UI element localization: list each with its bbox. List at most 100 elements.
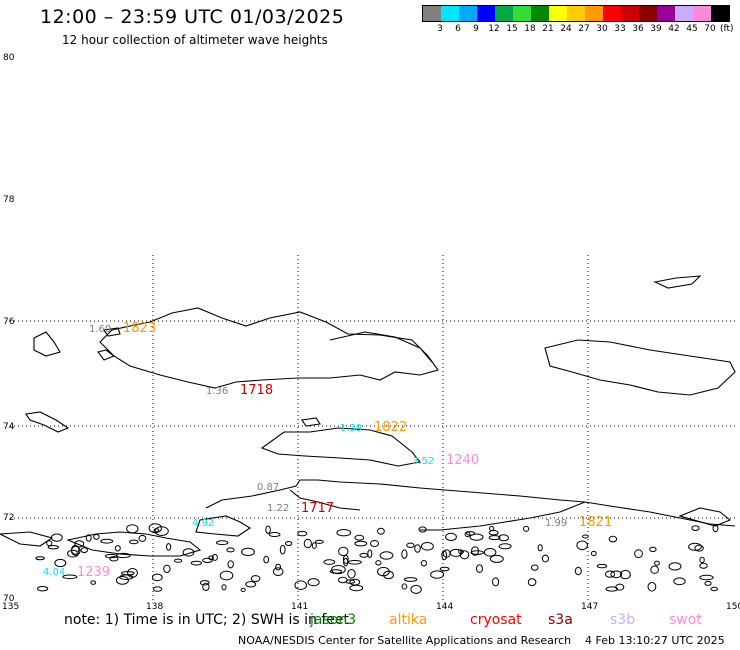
lake-outline <box>208 555 214 561</box>
lake-outline <box>272 567 284 576</box>
altimeter-observations: 1.60 1823 1.36 1718 1.39 1822 3.52 1240 … <box>43 321 612 580</box>
lake-outline <box>615 583 625 591</box>
lake-outline <box>279 544 286 555</box>
lake-outline <box>129 539 139 545</box>
lake-outline <box>470 550 484 555</box>
lake-outline <box>323 559 336 565</box>
scale-label: 9 <box>473 24 479 34</box>
swh-value: 1.39 <box>340 423 362 434</box>
lake-outline <box>704 580 712 586</box>
scale-label: 24 <box>560 24 572 34</box>
lake-outline <box>345 579 356 584</box>
lake-outline <box>688 542 702 551</box>
lake-outline <box>46 540 53 547</box>
lake-outline <box>699 562 708 569</box>
lake-outline <box>420 560 427 567</box>
scale-swatch <box>657 6 675 21</box>
lake-outline <box>35 556 45 561</box>
scale-swatch <box>531 6 549 21</box>
lake-outline <box>574 566 582 576</box>
pass-time: 1717 <box>301 501 334 516</box>
scale-swatch <box>603 6 621 21</box>
lake-outline <box>403 577 418 582</box>
lake-outline <box>343 557 349 567</box>
lake-outline <box>284 541 293 546</box>
latitude-labels: 80 78 76 74 72 70 <box>3 53 15 604</box>
lake-outline <box>476 564 483 573</box>
lake-outline <box>441 550 448 561</box>
scale-swatch <box>585 6 603 21</box>
lake-outline <box>85 534 92 542</box>
lat-label: 74 <box>3 422 15 432</box>
scale-swatch <box>513 6 531 21</box>
lake-outline <box>62 574 78 580</box>
lake-outline <box>190 560 202 566</box>
lake-outline <box>138 534 147 542</box>
scale-label: 42 <box>668 24 680 34</box>
lake-outline <box>166 543 172 551</box>
scale-swatch <box>621 6 639 21</box>
lake-outline <box>527 578 537 587</box>
lake-outline <box>329 569 343 574</box>
scale-label: 70 <box>704 24 716 34</box>
satellite-label-cryosat: cryosat <box>470 612 522 628</box>
swh-value: 3.52 <box>412 456 434 467</box>
color-scale-labels: 3 6 9 12 15 18 21 24 27 30 33 36 39 42 45 70 <box>422 24 730 34</box>
lake-outline <box>620 569 631 580</box>
pass-time: 1821 <box>579 515 612 530</box>
lake-outline <box>537 544 543 552</box>
lake-outline <box>458 549 464 555</box>
lake-outline <box>127 568 138 578</box>
lake-outline <box>152 586 163 592</box>
lake-outline <box>114 545 121 552</box>
scale-swatch <box>441 6 459 21</box>
swh-value: 1.36 <box>206 386 228 397</box>
lake-outline <box>354 540 368 547</box>
lon-label: 150 <box>726 602 740 610</box>
lake-outline <box>307 578 320 587</box>
lake-outline <box>699 556 705 564</box>
lake-outline <box>163 564 171 573</box>
lake-outline <box>104 553 118 559</box>
lake-outline <box>410 584 422 594</box>
scale-label: 33 <box>614 24 626 34</box>
lake-outline <box>459 550 470 560</box>
lake-outline <box>211 553 218 561</box>
swh-value: 4.04 <box>43 567 65 578</box>
lake-outline <box>691 525 700 531</box>
scale-label: 21 <box>542 24 554 34</box>
lake-outline <box>226 547 235 553</box>
satellite-label-altika: altika <box>389 612 428 628</box>
scale-label: 39 <box>650 24 662 34</box>
lake-outline <box>219 570 234 581</box>
lake-outline <box>634 549 643 559</box>
lat-label: 72 <box>3 513 14 523</box>
pass-time: 1718 <box>240 383 273 398</box>
lake-outline <box>492 577 500 587</box>
lake-outline <box>582 534 589 539</box>
color-scale-swatches <box>422 5 730 22</box>
swh-value: 1.99 <box>545 518 567 529</box>
lake-outline <box>530 564 539 571</box>
lake-outline <box>199 580 210 586</box>
lake-outline <box>263 555 270 564</box>
lake-outline <box>311 542 317 549</box>
lake-outline <box>54 558 67 568</box>
map-subtitle: 12 hour collection of altimeter wave hei… <box>62 33 328 47</box>
scale-label: 6 <box>455 24 461 34</box>
pass-time: 1240 <box>446 453 479 468</box>
lat-label: 80 <box>3 53 15 63</box>
satellite-label-jason3: jason3 <box>310 612 357 628</box>
lake-outline <box>406 542 415 548</box>
lake-outline <box>668 562 682 571</box>
scale-label: 45 <box>686 24 698 34</box>
scale-label: 27 <box>578 24 590 34</box>
lake-outline <box>647 582 657 592</box>
lake-outline <box>182 548 195 557</box>
scale-label: 36 <box>632 24 644 34</box>
lake-outline <box>483 548 497 557</box>
lake-outline <box>608 535 618 543</box>
lake-outline <box>464 531 471 538</box>
scale-label: 30 <box>596 24 608 34</box>
lake-outline <box>37 586 49 592</box>
